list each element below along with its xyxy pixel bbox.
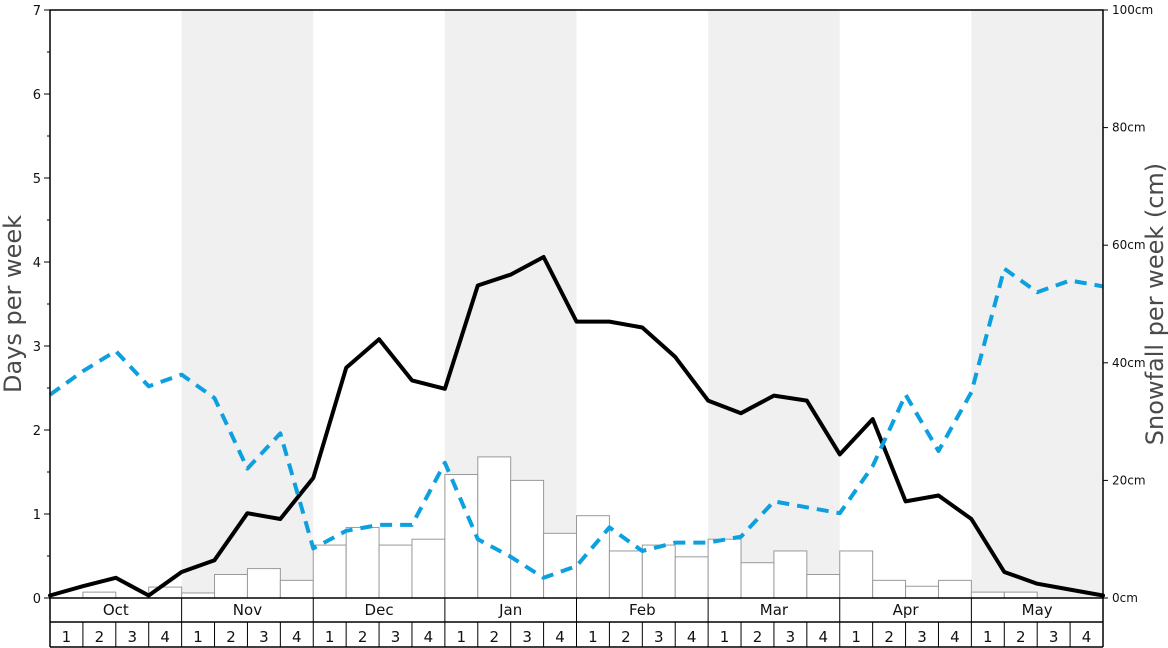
x-axis-table: Oct 1 2 3 4 Nov 1 2 3 4 Dec 1 2 3 4 Jan 1 2 3 4 Feb 1 2 3 4 Mar 1 2… bbox=[49, 598, 1104, 648]
week-label: 3 bbox=[127, 628, 137, 646]
month-label: Apr bbox=[893, 601, 920, 619]
month-label: Oct bbox=[103, 601, 129, 619]
left-tick-label: 7 bbox=[33, 4, 41, 19]
snow-bar bbox=[576, 515, 610, 599]
snow-bar bbox=[1003, 591, 1038, 599]
week-label: 4 bbox=[160, 628, 170, 646]
week-label: 3 bbox=[654, 628, 664, 646]
snow-bar bbox=[740, 562, 775, 599]
week-label: 3 bbox=[391, 628, 401, 646]
left-tick-label: 5 bbox=[33, 172, 41, 187]
month-label: Feb bbox=[629, 601, 656, 619]
week-label: 4 bbox=[555, 628, 565, 646]
month-label: May bbox=[1022, 601, 1053, 619]
snow-bar bbox=[937, 579, 972, 599]
week-label: 1 bbox=[588, 628, 598, 646]
week-label: 4 bbox=[424, 628, 434, 646]
y-axis-title-left: Days per week bbox=[0, 215, 27, 393]
snow-bar bbox=[444, 474, 479, 599]
bars-layer bbox=[82, 456, 1038, 599]
snow-bar bbox=[378, 544, 413, 599]
week-label: 1 bbox=[851, 628, 861, 646]
snow-bar bbox=[82, 591, 117, 599]
week-label: 4 bbox=[950, 628, 960, 646]
snow-bar bbox=[411, 538, 446, 599]
week-label: 1 bbox=[457, 628, 467, 646]
snow-days-line bbox=[48, 255, 1105, 598]
right-tick-label: 80cm bbox=[1112, 121, 1146, 135]
week-label: 2 bbox=[753, 628, 763, 646]
snow-bar bbox=[510, 479, 545, 599]
month-shade-band bbox=[708, 10, 840, 598]
snow-bar bbox=[608, 550, 643, 599]
snow-bar bbox=[839, 550, 874, 599]
left-axis: 0 1 2 3 4 5 6 7 bbox=[33, 4, 50, 607]
snow-bar bbox=[674, 556, 709, 599]
right-tick-label: 100cm bbox=[1112, 3, 1153, 17]
week-label: 4 bbox=[292, 628, 302, 646]
week-label: 2 bbox=[489, 628, 499, 646]
y-axis-title-right: Snowfall per week (cm) bbox=[1141, 163, 1168, 445]
week-label: 2 bbox=[95, 628, 105, 646]
week-label: 2 bbox=[621, 628, 631, 646]
week-label: 3 bbox=[786, 628, 796, 646]
snow-bar bbox=[872, 579, 907, 599]
week-label: 2 bbox=[226, 628, 236, 646]
snow-bar bbox=[806, 573, 841, 599]
right-tick-label: 20cm bbox=[1112, 473, 1146, 487]
left-tick-label: 4 bbox=[33, 256, 41, 271]
week-label: 1 bbox=[325, 628, 335, 646]
month-label: Mar bbox=[760, 601, 789, 619]
month-shade-band bbox=[971, 10, 1103, 598]
week-label: 3 bbox=[259, 628, 269, 646]
right-tick-label: 60cm bbox=[1112, 238, 1146, 252]
snow-bar bbox=[477, 456, 512, 599]
week-label: 3 bbox=[1049, 628, 1059, 646]
right-axis: 0cm 20cm 40cm 60cm 80cm 100cm bbox=[1103, 3, 1153, 605]
lines-layer bbox=[48, 255, 1105, 598]
week-label: 1 bbox=[720, 628, 730, 646]
snow-bar bbox=[543, 532, 577, 599]
dashed-series-line bbox=[48, 266, 1104, 580]
right-tick-label: 0cm bbox=[1112, 591, 1138, 605]
left-tick-label: 1 bbox=[33, 508, 41, 523]
snow-bar bbox=[345, 526, 380, 599]
left-tick-label: 3 bbox=[33, 340, 41, 355]
week-label: 4 bbox=[687, 628, 697, 646]
left-tick-label: 0 bbox=[33, 592, 41, 607]
week-label: 3 bbox=[522, 628, 532, 646]
week-label: 2 bbox=[1016, 628, 1026, 646]
snow-bar bbox=[181, 592, 216, 599]
snow-bar bbox=[312, 544, 347, 599]
week-label: 2 bbox=[884, 628, 894, 646]
week-label: 1 bbox=[193, 628, 203, 646]
week-label: 4 bbox=[1082, 628, 1092, 646]
snow-bar bbox=[214, 573, 248, 599]
month-label: Nov bbox=[233, 601, 262, 619]
snow-bar bbox=[246, 568, 281, 599]
month-shading-layer bbox=[181, 10, 1103, 598]
week-label: 4 bbox=[819, 628, 829, 646]
left-tick-label: 2 bbox=[33, 424, 41, 439]
snow-bar bbox=[905, 585, 939, 599]
snow-bar bbox=[707, 538, 742, 599]
month-label: Dec bbox=[365, 601, 394, 619]
snow-bar bbox=[641, 544, 676, 599]
month-label: Jan bbox=[498, 601, 522, 619]
week-label: 2 bbox=[358, 628, 368, 646]
snow-bar bbox=[279, 579, 314, 599]
month-shade-band bbox=[181, 10, 314, 598]
right-tick-label: 40cm bbox=[1112, 356, 1146, 370]
week-label: 1 bbox=[983, 628, 993, 646]
week-label: 1 bbox=[62, 628, 72, 646]
week-label: 3 bbox=[917, 628, 927, 646]
snow-bar bbox=[970, 591, 1005, 599]
left-tick-label: 6 bbox=[33, 88, 41, 103]
snow-bar bbox=[773, 550, 808, 599]
